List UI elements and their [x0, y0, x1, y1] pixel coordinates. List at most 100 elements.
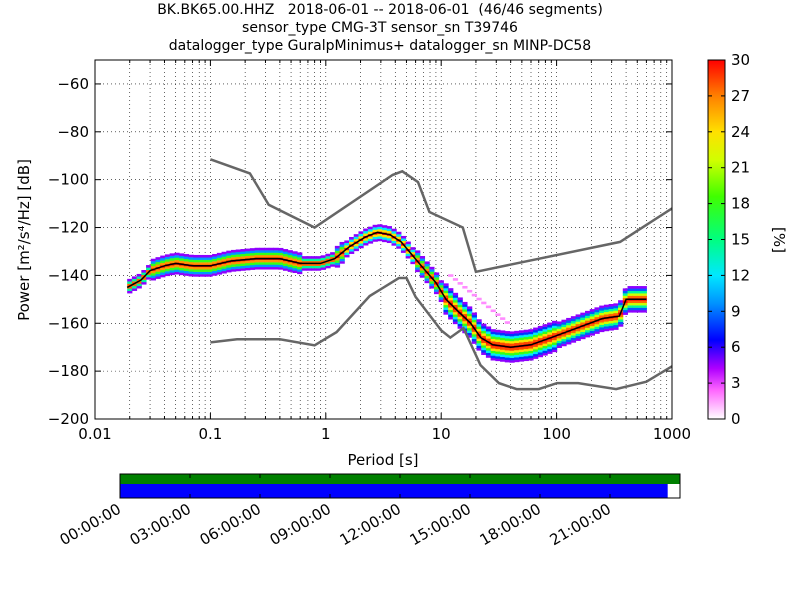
psd-cell [330, 264, 336, 267]
psd-cell [259, 259, 265, 263]
psd-cell [452, 292, 459, 296]
psd-cell [561, 338, 567, 342]
psd-cell [235, 256, 241, 260]
psd-cell [334, 265, 341, 268]
psd-cell [594, 331, 600, 334]
psd-cell [523, 358, 529, 362]
psd-cell [613, 327, 619, 330]
x-axis-label: Period [s] [347, 451, 418, 469]
psd-cell [197, 254, 204, 258]
psd-cell [632, 302, 638, 306]
psd-cell [585, 310, 591, 314]
psd-cell [589, 316, 595, 319]
psd-cell [164, 266, 171, 269]
psd-cell [419, 267, 426, 271]
psd-cell [594, 328, 600, 332]
psd-cell [353, 238, 359, 242]
psd-cell [481, 340, 487, 344]
psd-cell [467, 315, 473, 319]
psd-cell [528, 348, 534, 351]
psd-cell [500, 356, 506, 360]
psd-cell [547, 346, 553, 350]
psd-cell [443, 300, 449, 303]
psd-cell [382, 239, 388, 243]
psd-cell [231, 266, 237, 270]
x-tick-label: 1 [321, 425, 331, 443]
psd-cell [580, 317, 586, 321]
psd-cell [358, 243, 364, 246]
psd-cell [467, 306, 473, 309]
psd-cell [485, 328, 492, 332]
psd-cell [169, 272, 175, 276]
psd-cell [386, 230, 393, 234]
psd-cell [405, 251, 411, 254]
psd-cell [415, 257, 421, 261]
psd-cell [164, 273, 171, 277]
psd-cell [495, 332, 501, 335]
psd-cell [485, 326, 492, 330]
psd-cell [618, 319, 624, 322]
psd-cell [603, 328, 610, 332]
psd-cell [622, 312, 629, 315]
psd-cell [594, 307, 600, 310]
psd-cell [292, 268, 298, 271]
psd-cell [566, 332, 572, 335]
psd-cell [575, 319, 581, 322]
psd-cell [429, 269, 435, 272]
psd-cell [537, 342, 544, 346]
psd-cell [235, 268, 241, 272]
psd-cell [585, 325, 591, 328]
psd-cell [245, 253, 251, 256]
psd-cell [467, 313, 473, 317]
psd-cell [193, 274, 199, 277]
psd-cell [533, 339, 539, 343]
psd-cell [608, 304, 614, 307]
psd-cell [636, 305, 643, 308]
psd-cell [504, 343, 511, 346]
psd-cell [410, 249, 416, 253]
psd-cell [301, 268, 308, 271]
psd-cell [410, 261, 416, 265]
psd-cell [485, 333, 492, 337]
psd-cell [160, 260, 166, 263]
psd-cell [141, 281, 147, 285]
psd-cell [438, 297, 444, 300]
psd-cell [131, 288, 138, 291]
psd-cell [542, 343, 548, 346]
psd-cell [358, 231, 364, 234]
psd-cell [386, 238, 393, 241]
psd-cell [632, 305, 638, 308]
psd-cell [235, 263, 241, 267]
psd-cell [301, 263, 308, 266]
psd-cell [603, 319, 610, 322]
psd-cell [424, 268, 430, 272]
psd-cell [504, 350, 511, 353]
psd-cell [566, 339, 572, 343]
psd-cell [254, 254, 260, 258]
psd-cell [367, 231, 374, 235]
psd-cell [618, 307, 624, 310]
psd-cell [287, 254, 293, 258]
psd-cell [523, 332, 529, 335]
psd-cell [320, 262, 326, 266]
x-tick-label: 100 [542, 425, 571, 443]
psd-cell [608, 308, 614, 312]
psd-cell [575, 316, 581, 320]
psd-cell [533, 346, 539, 350]
psd-cell [636, 290, 643, 294]
psd-cell [542, 333, 548, 337]
time-tick-label: 18:00:00 [477, 500, 544, 549]
psd-cell [518, 359, 525, 362]
psd-cell [127, 283, 133, 287]
psd-cell [504, 333, 511, 337]
psd-cell [249, 264, 256, 268]
psd-cell [467, 318, 473, 321]
psd-cell [594, 314, 600, 318]
psd-cell [400, 250, 407, 253]
psd-cell [580, 334, 586, 337]
psd-cell [481, 330, 487, 334]
psd-cell [127, 278, 133, 282]
psd-cell [410, 259, 416, 262]
psd-cell [245, 267, 251, 271]
psd-cell [240, 268, 246, 271]
